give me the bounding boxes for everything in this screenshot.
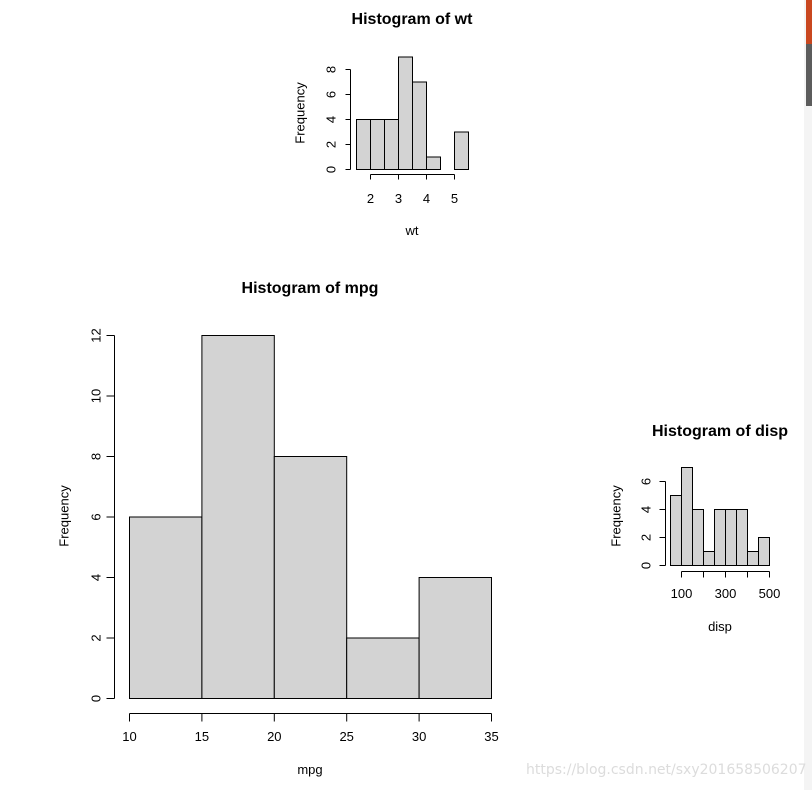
wt-bar-1: [370, 119, 385, 170]
mpg-bar-1: [201, 335, 275, 699]
wt-bar-7: [454, 131, 469, 170]
mpg-y-tick-label-3: 6: [89, 513, 104, 520]
disp-y-tick-label-1: 2: [639, 534, 654, 541]
disp-bar-4: [714, 509, 726, 566]
disp-bar-8: [758, 537, 770, 566]
mpg-x-tick-label-2: 20: [267, 729, 281, 744]
wt-x-axis-label: wt: [405, 223, 419, 238]
disp-bar-5: [725, 509, 737, 566]
wt-y-tick-label-4: 8: [324, 66, 339, 73]
wt-chart-title: Histogram of wt: [352, 11, 474, 28]
disp-x-tick-label-4: 500: [759, 586, 781, 601]
disp-y-tick-label-3: 6: [639, 478, 654, 485]
wt-x-tick-label-2: 4: [423, 191, 430, 206]
disp-y-tick-label-2: 4: [639, 506, 654, 513]
window-edge-strip: [804, 0, 812, 790]
wt-bar-3: [398, 56, 413, 170]
mpg-bar-2: [273, 456, 348, 699]
window-edge-accent: [806, 0, 812, 44]
mpg-x-tick-label-4: 30: [412, 729, 426, 744]
mpg-y-tick-label-5: 10: [89, 389, 104, 403]
watermark-text: https://blog.csdn.net/sxy201658506207: [526, 762, 807, 778]
mpg-y-tick-label-1: 2: [89, 634, 104, 641]
wt-bar-4: [412, 81, 427, 170]
disp-bar-7: [747, 551, 759, 566]
disp-bar-6: [736, 509, 748, 566]
mpg-x-tick-label-0: 10: [122, 729, 136, 744]
disp-x-axis-label: disp: [708, 619, 732, 634]
wt-x-tick-label-3: 5: [451, 191, 458, 206]
wt-bar-2: [384, 119, 399, 170]
wt-y-tick-label-0: 0: [324, 166, 339, 173]
mpg-y-tick-label-2: 4: [89, 574, 104, 581]
mpg-y-tick-label-0: 0: [89, 695, 104, 702]
disp-bar-3: [703, 551, 715, 566]
mpg-y-axis-label: Frequency: [57, 485, 72, 547]
mpg-x-tick-label-3: 25: [339, 729, 353, 744]
disp-chart-title: Histogram of disp: [652, 423, 788, 440]
mpg-x-axis-label: mpg: [297, 762, 322, 777]
disp-x-tick-label-0: 100: [671, 586, 693, 601]
wt-y-tick-label-3: 6: [324, 91, 339, 98]
wt-y-tick-label-1: 2: [324, 141, 339, 148]
wt-x-tick-label-0: 2: [367, 191, 374, 206]
mpg-x-tick-label-5: 35: [484, 729, 498, 744]
mpg-bar-3: [346, 637, 420, 699]
mpg-x-tick-label-1: 15: [195, 729, 209, 744]
window-edge-dark: [806, 44, 812, 106]
mpg-y-tick-label-6: 12: [89, 328, 104, 342]
disp-y-axis-label: Frequency: [609, 485, 624, 547]
wt-x-tick-label-1: 3: [395, 191, 402, 206]
wt-y-tick-label-2: 4: [324, 116, 339, 123]
disp-bar-1: [681, 467, 693, 566]
wt-bar-0: [356, 119, 371, 170]
mpg-bar-4: [418, 577, 493, 699]
disp-y-tick-label-0: 0: [639, 562, 654, 569]
disp-x-tick-label-2: 300: [715, 586, 737, 601]
disp-bar-2: [692, 509, 704, 566]
disp-bar-0: [670, 495, 682, 566]
mpg-y-tick-label-4: 8: [89, 453, 104, 460]
wt-y-axis-label: Frequency: [293, 82, 308, 144]
mpg-chart-title: Histogram of mpg: [242, 280, 379, 297]
mpg-bar-0: [129, 516, 203, 699]
wt-bar-5: [426, 156, 441, 170]
